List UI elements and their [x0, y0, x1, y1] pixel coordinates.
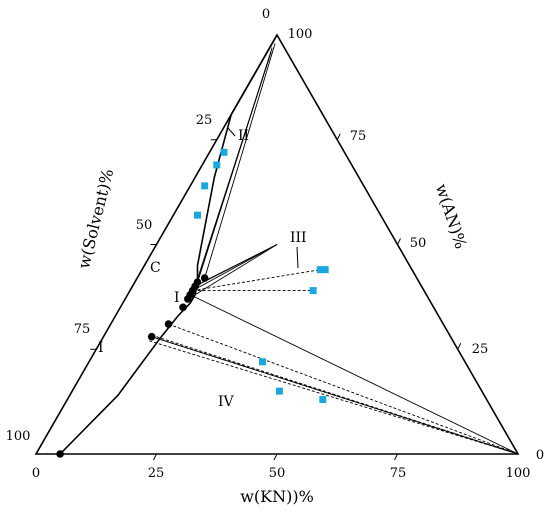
left-tick-label: 100 — [6, 429, 31, 444]
feed-point — [319, 396, 327, 404]
dashed-tie-line — [149, 340, 519, 455]
bottom-axis-title: w(KN))% — [240, 487, 314, 506]
feed-points — [193, 148, 329, 404]
chart-frame — [34, 33, 520, 461]
tie-line — [194, 244, 278, 296]
region-label-i-upper: I — [174, 290, 180, 306]
solubility-point — [179, 303, 187, 312]
region-label-ii: II — [238, 128, 249, 144]
left-axis-title: w(Solvent)% — [74, 167, 117, 271]
region-iii-pointer — [296, 246, 299, 269]
tie-line — [204, 43, 276, 279]
right-tick-mark — [336, 133, 341, 140]
dashed-tie-lines — [149, 269, 519, 455]
bottom-tick-label: 100 — [506, 466, 531, 481]
bottom-tick-mark — [153, 453, 157, 461]
feed-point — [321, 266, 329, 274]
bottom-tick-mark — [394, 453, 398, 461]
tie-lines — [151, 43, 519, 455]
left-tick-label: 25 — [196, 113, 213, 128]
region-ii-pointer — [227, 127, 236, 137]
bottom-tick-label: 50 — [269, 466, 286, 481]
right-tick-mark — [457, 343, 462, 350]
solubility-points — [56, 274, 209, 458]
right-tick-label: 75 — [350, 129, 367, 144]
feed-point — [220, 148, 228, 156]
bottom-tick-label: 75 — [390, 466, 407, 481]
feed-point — [201, 182, 209, 190]
feed-point — [309, 287, 317, 295]
left-tick-label: 0 — [262, 7, 270, 22]
solubility-point — [200, 274, 209, 282]
bottom-tick-mark — [273, 453, 278, 461]
feed-point — [259, 358, 267, 366]
dashed-tie-line — [168, 323, 519, 455]
feed-point — [213, 161, 221, 169]
right-axis-title: w(AN)% — [432, 182, 471, 252]
left-tick-label: 75 — [74, 322, 91, 337]
dashed-tie-line — [192, 269, 321, 292]
right-tick-label: 0 — [536, 448, 544, 463]
feed-point — [275, 387, 283, 395]
solubility-point — [56, 450, 64, 458]
solubility-point — [164, 320, 173, 328]
region-label-iv: IV — [218, 394, 235, 410]
dashed-tie-line — [156, 336, 519, 455]
tie-line — [190, 294, 519, 455]
point-label-c: C — [150, 260, 161, 276]
feed-point — [316, 266, 324, 274]
tie-line — [192, 244, 278, 291]
right-tick-label: 25 — [472, 342, 489, 357]
bottom-tick-label: 25 — [148, 466, 165, 481]
tie-line — [197, 55, 271, 283]
solubility-point — [193, 278, 202, 287]
region-label-i-lower: I — [98, 340, 104, 356]
right-tick-mark — [397, 238, 401, 245]
axis-ticks — [90, 133, 462, 461]
region-label-iii: III — [290, 230, 307, 246]
left-tick-label: 50 — [136, 218, 153, 233]
solubility-point — [147, 332, 156, 341]
right-tick-label: 100 — [288, 27, 313, 42]
feed-point — [193, 211, 201, 219]
right-tick-label: 50 — [410, 236, 427, 251]
bottom-tick-label: 0 — [32, 466, 40, 481]
